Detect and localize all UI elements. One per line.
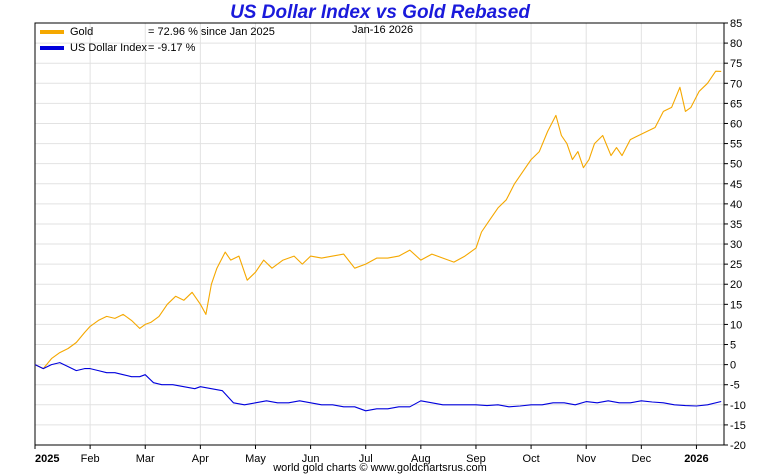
legend-swatch-gold [40,30,64,34]
y-tick-label: 35 [730,219,742,231]
x-tick-label: 2026 [684,453,708,465]
y-tick-label: 10 [730,319,742,331]
y-tick-label: 15 [730,299,742,311]
y-tick-label: -10 [730,400,746,412]
legend-value-usd: = -9.17 % [148,42,196,54]
x-tick-label: Aug [411,453,431,465]
x-tick-label: Mar [136,453,155,465]
y-tick-label: 50 [730,159,742,171]
x-tick-label: Nov [576,453,596,465]
y-tick-label: 75 [730,58,742,70]
y-tick-label: 80 [730,38,742,50]
legend-value-gold: = 72.96 % since Jan 2025 [148,26,275,38]
legend-swatch-usd [40,46,64,50]
y-tick-label: 20 [730,279,742,291]
y-tick-label: 40 [730,199,742,211]
x-tick-label: 2025 [35,453,59,465]
x-tick-label: Jun [302,453,320,465]
date-label: Jan-16 2026 [352,24,414,36]
y-tick-label: -20 [730,440,746,452]
source-credit: world gold charts © www.goldchartsrus.co… [273,462,487,474]
x-tick-label: Jul [359,453,373,465]
y-tick-label: 65 [730,98,742,110]
y-tick-label: 5 [730,340,736,352]
x-tick-label: Apr [192,453,209,465]
x-tick-label: Oct [523,453,540,465]
y-tick-label: 55 [730,139,742,151]
y-tick-label: 60 [730,118,742,130]
y-tick-label: 30 [730,239,742,251]
x-tick-label: Dec [632,453,652,465]
y-tick-label: 25 [730,259,742,271]
y-tick-label: 70 [730,78,742,90]
usd-index-series-line [34,362,722,412]
plot-frame [34,22,725,446]
legend-label-gold: Gold [70,26,94,38]
chart-title: US Dollar Index vs Gold Rebased [230,2,530,23]
x-tick-label: Feb [81,453,100,465]
x-tick-label: May [245,453,266,465]
y-tick-label: 0 [730,360,736,372]
y-tick-label: 45 [730,179,742,191]
y-tick-label: 85 [730,18,742,30]
y-tick-label: -15 [730,420,746,432]
x-tick-label: Sep [466,453,486,465]
gold-series-line [34,70,722,370]
legend-label-usd: US Dollar Index [70,42,148,54]
y-tick-label: -5 [730,380,740,392]
